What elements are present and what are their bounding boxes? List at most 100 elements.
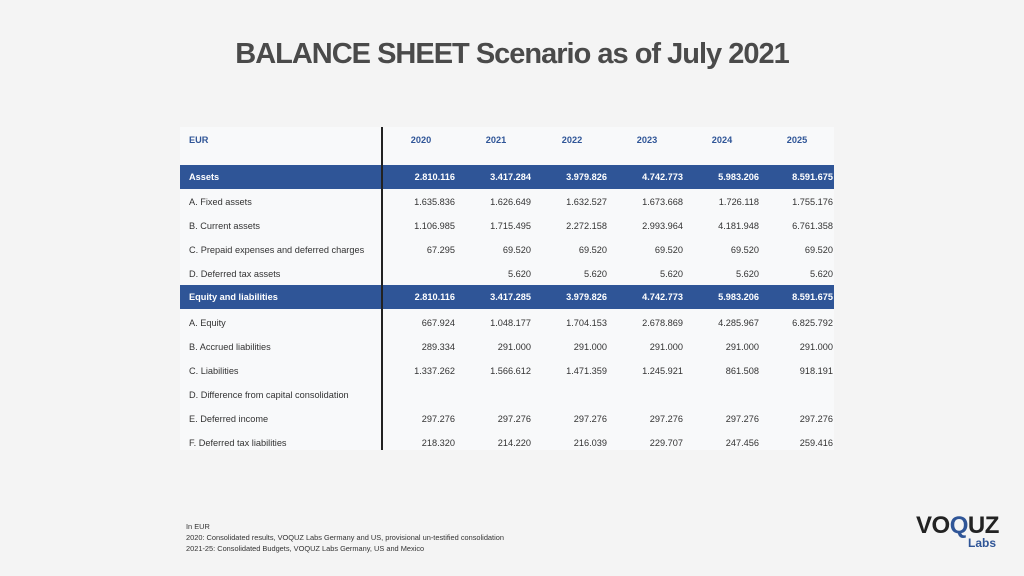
table-row: C. Prepaid expenses and deferred charges… xyxy=(180,238,834,262)
table-cell xyxy=(689,383,759,407)
table-cell: 5.620 xyxy=(660,269,683,279)
table-cell: 6.761.358 xyxy=(792,221,833,231)
footnote: In EUR xyxy=(186,522,210,531)
column-divider xyxy=(381,127,383,450)
table-cell: 297.276 xyxy=(799,414,833,424)
table-cell: 5.620 xyxy=(736,269,759,279)
balance-sheet-table: EUR 2020 2021 2022 2023 2024 2025 Assets 2.810.1… xyxy=(180,127,834,450)
year-header: 2024 xyxy=(711,135,733,145)
table-cell: 1.106.985 xyxy=(414,221,455,231)
table-cell: 1.337.262 xyxy=(414,366,455,376)
row-label: B. Accrued liabilities xyxy=(189,342,271,352)
table-cell: 5.620 xyxy=(584,269,607,279)
table-cell: 1.048.177 xyxy=(490,318,531,328)
table-cell: 1.632.527 xyxy=(566,197,607,207)
table-cell: 297.276 xyxy=(497,414,531,424)
row-label: F. Deferred tax liabilities xyxy=(189,438,287,448)
table-cell: 291.000 xyxy=(725,342,759,352)
table-cell: 4.285.967 xyxy=(718,318,759,328)
table-cell: 5.620 xyxy=(810,269,833,279)
table-cell: 1.704.153 xyxy=(566,318,607,328)
table-cell: 5.983.206 xyxy=(718,292,759,302)
table-row: C. Liabilities 1.337.262 1.566.612 1.471.35… xyxy=(180,359,834,383)
currency-label: EUR xyxy=(189,135,209,145)
logo-sub: Labs xyxy=(967,536,996,550)
year-header: 2025 xyxy=(786,135,808,145)
table-cell: 1.566.612 xyxy=(490,366,531,376)
liabilities-total-row: Equity and liabilities 2.810.116 3.417.285… xyxy=(180,285,834,309)
voquz-labs-logo: VOQUZ Labs xyxy=(916,512,1000,552)
table-cell: 259.416 xyxy=(799,438,833,448)
table-cell: 3.417.284 xyxy=(490,172,531,182)
table-cell: 2.678.869 xyxy=(642,318,683,328)
table-cell: 216.039 xyxy=(573,438,607,448)
table-cell: 1.673.668 xyxy=(642,197,683,207)
table-cell: 289.334 xyxy=(421,342,455,352)
table-cell: 8.591.675 xyxy=(792,292,833,302)
table-cell: 6.825.792 xyxy=(792,318,833,328)
logo-accent: Q xyxy=(949,512,969,539)
table-cell: 4.742.773 xyxy=(642,292,683,302)
page-title: BALANCE SHEET Scenario as of July 2021 xyxy=(235,38,789,70)
row-label: B. Current assets xyxy=(189,221,260,231)
table-cell: 1.635.836 xyxy=(414,197,455,207)
table-cell: 69.520 xyxy=(730,245,759,255)
table-cell: 297.276 xyxy=(421,414,455,424)
table-row: D. Difference from capital consolidation xyxy=(180,383,834,407)
table-cell: 1.626.649 xyxy=(490,197,531,207)
logo-prefix: VO xyxy=(916,512,950,539)
row-label: A. Fixed assets xyxy=(189,197,252,207)
table-cell: 3.979.826 xyxy=(566,172,607,182)
table-cell xyxy=(537,383,607,407)
year-header: 2022 xyxy=(561,135,583,145)
row-label: D. Difference from capital consolidation xyxy=(189,390,349,400)
table-cell: 291.000 xyxy=(497,342,531,352)
table-row: E. Deferred income 297.276 297.276 297.276 2… xyxy=(180,407,834,431)
table-cell: 297.276 xyxy=(573,414,607,424)
table-cell: 3.979.826 xyxy=(566,292,607,302)
row-label: C. Prepaid expenses and deferred charges xyxy=(189,245,365,255)
assets-total-row: Assets 2.810.116 3.417.284 3.979.826 4.742.7… xyxy=(180,165,834,189)
row-label: A. Equity xyxy=(189,318,226,328)
table-cell: 1.715.495 xyxy=(490,221,531,231)
table-cell: 291.000 xyxy=(799,342,833,352)
section-label-liabilities: Equity and liabilities xyxy=(189,292,278,302)
table-cell: 4.742.773 xyxy=(642,172,683,182)
table-cell: 229.707 xyxy=(649,438,683,448)
table-header-row: EUR 2020 2021 2022 2023 2024 2025 xyxy=(180,128,834,152)
table-cell: 218.320 xyxy=(421,438,455,448)
table-cell: 3.417.285 xyxy=(490,292,531,302)
table-row: B. Accrued liabilities 289.334 291.000 291.… xyxy=(180,335,834,359)
table-cell xyxy=(763,383,833,407)
table-cell: 297.276 xyxy=(649,414,683,424)
table-cell: 69.520 xyxy=(578,245,607,255)
footnote: 2020: Consolidated results, VOQUZ Labs G… xyxy=(186,533,504,542)
table-cell: 69.520 xyxy=(654,245,683,255)
table-cell: 5.983.206 xyxy=(718,172,759,182)
year-header: 2023 xyxy=(636,135,658,145)
table-cell: 247.456 xyxy=(725,438,759,448)
table-row: B. Current assets 1.106.985 1.715.495 2.272… xyxy=(180,214,834,238)
row-label: E. Deferred income xyxy=(189,414,269,424)
table-cell xyxy=(613,383,683,407)
table-row: A. Fixed assets 1.635.836 1.626.649 1.632.5… xyxy=(180,190,834,214)
table-cell: 5.620 xyxy=(508,269,531,279)
table-row: D. Deferred tax assets 5.620 5.620 5.620 5.6… xyxy=(180,262,834,286)
footnotes: In EUR 2020: Consolidated results, VOQUZ… xyxy=(186,521,504,554)
table-cell: 8.591.675 xyxy=(792,172,833,182)
logo-suffix: UZ xyxy=(967,512,1000,539)
row-label: D. Deferred tax assets xyxy=(189,269,281,279)
section-label-assets: Assets xyxy=(189,172,220,182)
table-cell: 1.726.118 xyxy=(718,197,759,207)
table-cell: 291.000 xyxy=(573,342,607,352)
table-cell: 291.000 xyxy=(649,342,683,352)
table-row: A. Equity 667.924 1.048.177 1.704.153 2.678.… xyxy=(180,311,834,335)
year-header: 2020 xyxy=(410,135,432,145)
table-cell: 861.508 xyxy=(725,366,759,376)
table-cell xyxy=(385,383,455,407)
table-cell: 918.191 xyxy=(799,366,833,376)
table-cell xyxy=(385,262,455,286)
table-cell: 2.810.116 xyxy=(414,292,455,302)
table-cell: 2.272.158 xyxy=(566,221,607,231)
table-cell: 2.993.964 xyxy=(642,221,683,231)
